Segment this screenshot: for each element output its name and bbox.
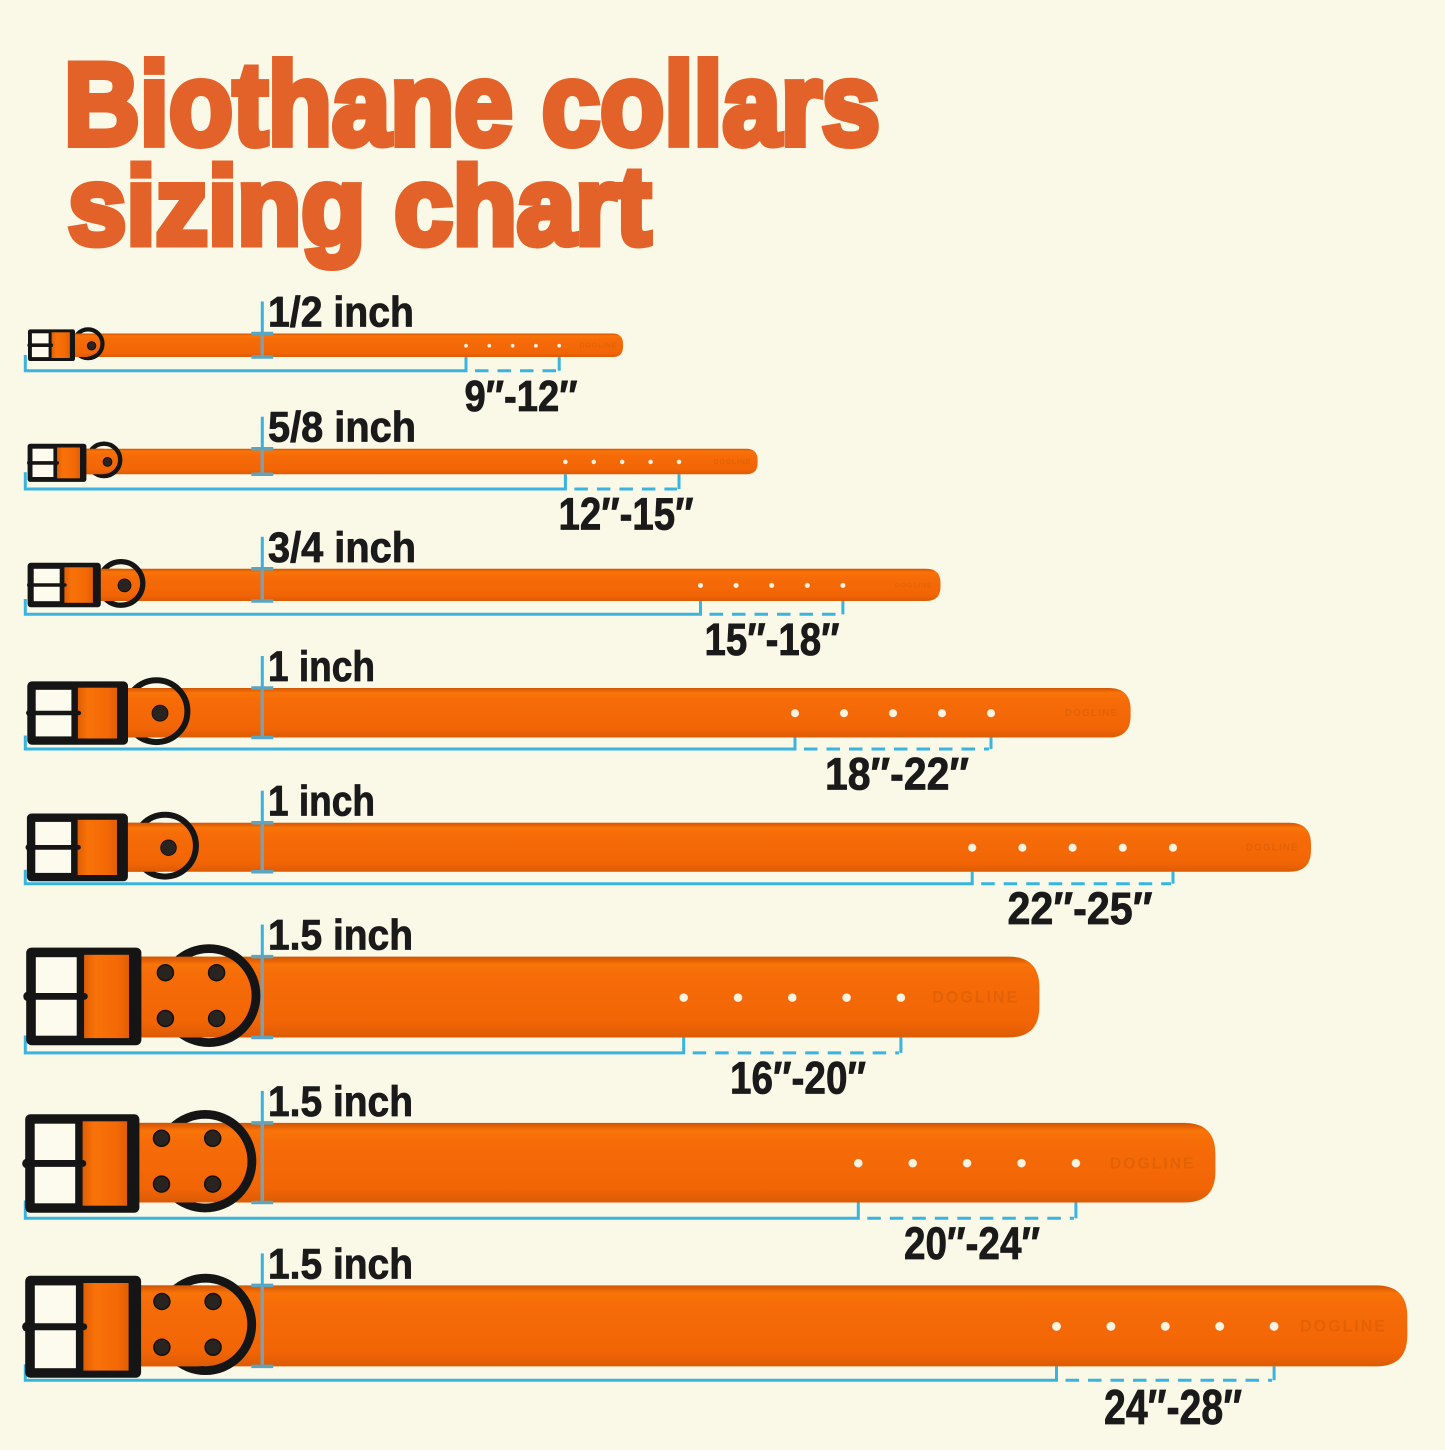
svg-text:DOGLINE: DOGLINE bbox=[1065, 708, 1118, 719]
svg-text:16″-20″: 16″-20″ bbox=[730, 1052, 866, 1103]
svg-text:DOGLINE: DOGLINE bbox=[895, 582, 933, 589]
svg-text:1.5 inch: 1.5 inch bbox=[268, 1078, 413, 1126]
svg-text:DOGLINE: DOGLINE bbox=[932, 989, 1019, 1007]
svg-text:22″-25″: 22″-25″ bbox=[1008, 883, 1153, 934]
svg-text:24″-28″: 24″-28″ bbox=[1104, 1381, 1242, 1435]
svg-text:sizing chart: sizing chart bbox=[68, 145, 651, 268]
svg-text:15″-18″: 15″-18″ bbox=[705, 614, 840, 665]
svg-text:1 inch: 1 inch bbox=[268, 643, 375, 691]
svg-text:1 inch: 1 inch bbox=[268, 778, 375, 826]
svg-text:DOGLINE: DOGLINE bbox=[714, 459, 752, 466]
svg-text:5/8 inch: 5/8 inch bbox=[268, 404, 416, 452]
svg-text:1.5 inch: 1.5 inch bbox=[268, 912, 413, 960]
svg-text:DOGLINE: DOGLINE bbox=[1110, 1155, 1196, 1172]
svg-text:Biothane collars: Biothane collars bbox=[64, 39, 880, 170]
svg-text:20″-24″: 20″-24″ bbox=[904, 1218, 1040, 1269]
svg-text:1/2 inch: 1/2 inch bbox=[268, 289, 414, 337]
svg-text:9″-12″: 9″-12″ bbox=[465, 373, 578, 421]
svg-text:18″-22″: 18″-22″ bbox=[825, 749, 969, 800]
svg-text:1.5 inch: 1.5 inch bbox=[268, 1240, 413, 1288]
svg-text:3/4 inch: 3/4 inch bbox=[268, 524, 416, 572]
svg-text:12″-15″: 12″-15″ bbox=[559, 489, 694, 540]
svg-text:DOGLINE: DOGLINE bbox=[1246, 843, 1299, 854]
svg-text:DOGLINE: DOGLINE bbox=[1300, 1318, 1387, 1336]
svg-text:DOGLINE: DOGLINE bbox=[580, 343, 618, 350]
